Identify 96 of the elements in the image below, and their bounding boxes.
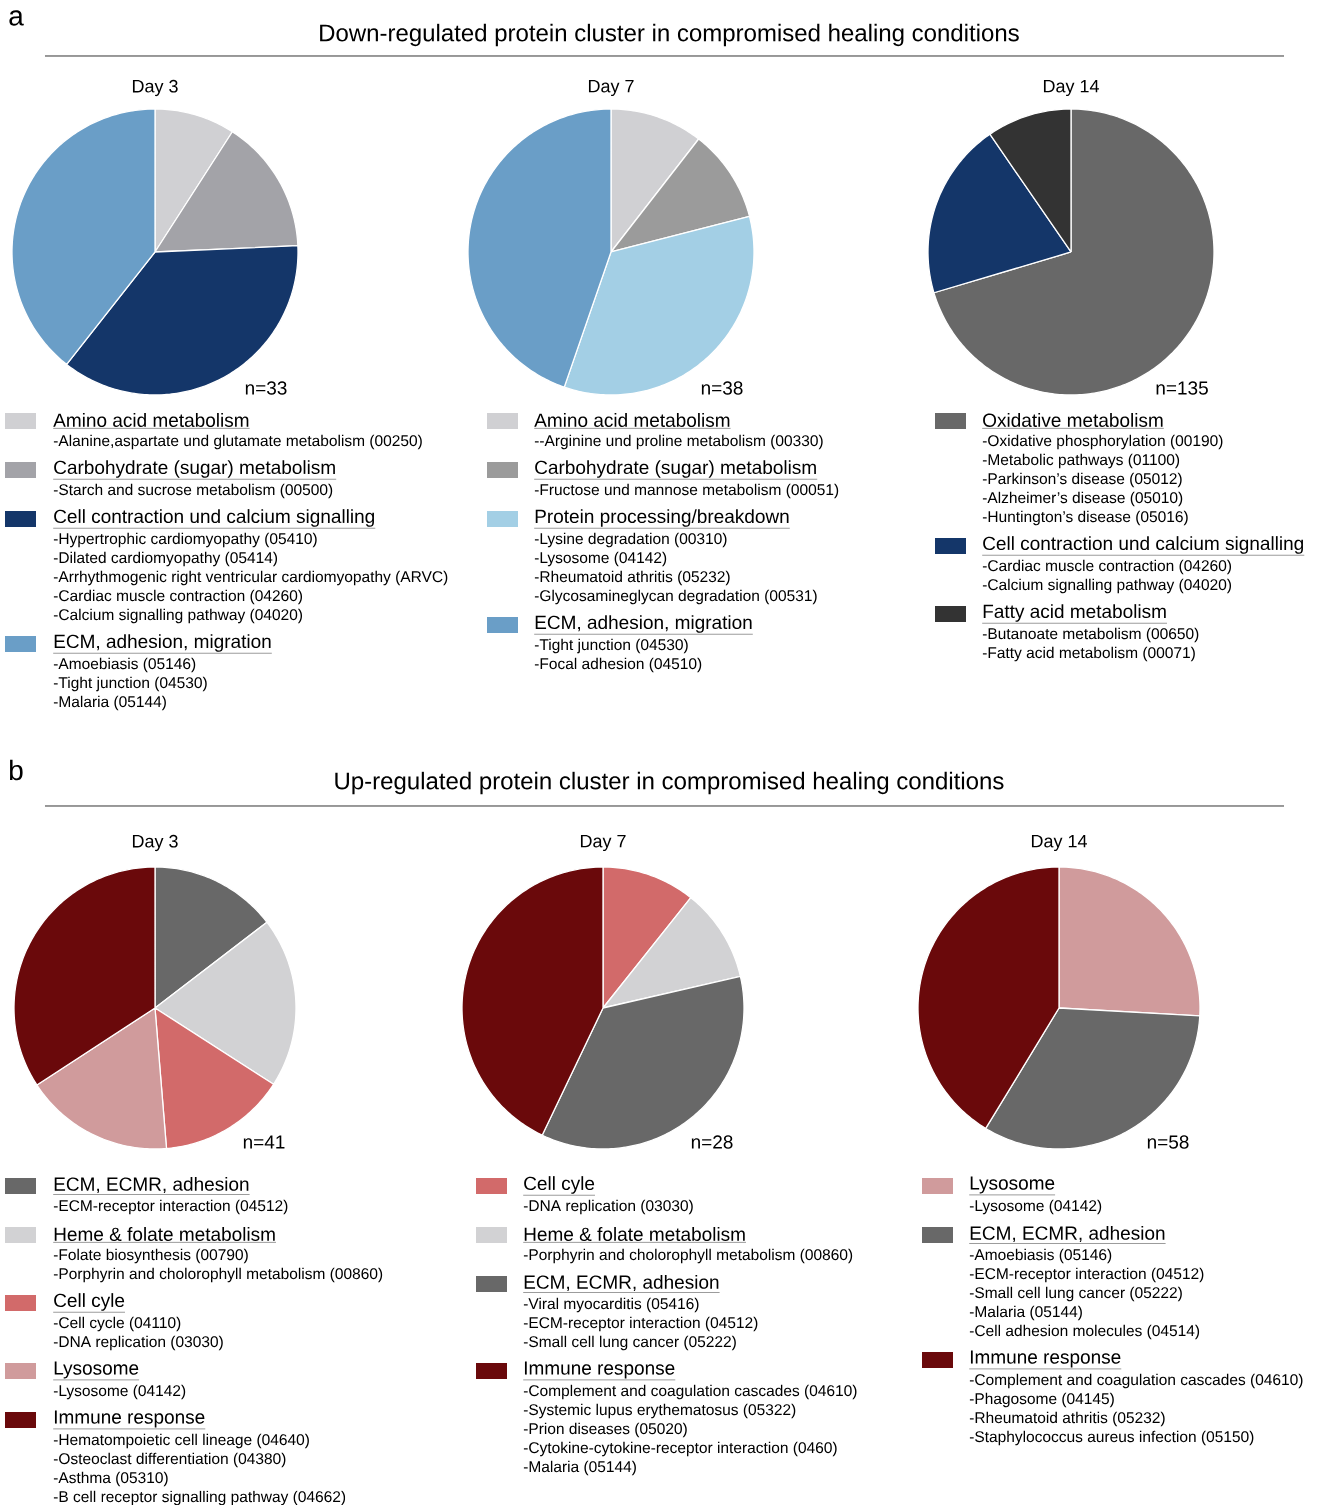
text: -Rheumatoid athritis (05232) — [534, 570, 730, 586]
text: -Porphyrin and cholorophyll metabolism (00860) — [53, 1267, 383, 1283]
text: -Hematompoietic cell lineage (04640) — [53, 1433, 309, 1449]
text: -DNA replication (03030) — [53, 1335, 223, 1351]
text: -Alanine,aspartate und glutamate metabolism (00250) — [53, 434, 422, 450]
chart-title: Day 14 — [1043, 79, 1099, 97]
text: -Cell cycle (04110) — [53, 1316, 181, 1332]
text: -Prion diseases (05020) — [523, 1422, 687, 1438]
text: Down-regulated protein cluster in compromised healing conditions — [320, 23, 1019, 47]
legend-label: Immune response — [524, 1361, 675, 1379]
legend-label: Immune response — [970, 1350, 1121, 1368]
text: -Metabolic pathways (01100) — [982, 453, 1180, 469]
legend-label: Lysosome — [54, 1361, 139, 1379]
text: -Fatty acid metabolism (00071) — [982, 646, 1195, 662]
text: -DNA replication (03030) — [523, 1199, 693, 1215]
legend-label: ECM, adhesion, migration — [535, 615, 752, 633]
text: -Dilated cardiomyopathy (05414) — [53, 551, 278, 567]
text: -Arrhythmogenic right ventricular cardiomyopathy (ARVC) — [53, 570, 448, 586]
chart-title: Day 7 — [580, 834, 626, 852]
legend-label: Oxidative metabolism — [983, 413, 1163, 427]
text: -Complement and coagulation cascades (04610) — [523, 1384, 857, 1400]
text: -Calcium signalling pathway (04020) — [982, 578, 1232, 594]
text: -Amoebiasis (05146) — [969, 1248, 1112, 1264]
text: -Malaria (05144) — [523, 1460, 636, 1476]
text: -Staphylococcus aureus infection (05150) — [969, 1430, 1254, 1446]
legend-label: Amino acid metabolism — [534, 413, 730, 427]
text: -Porphyrin and cholorophyll metabolism (00860) — [523, 1248, 853, 1264]
text: -Small cell lung cancer (05222) — [523, 1335, 736, 1351]
text: -Lysosome (04142) — [534, 551, 667, 567]
text: Up-regulated protein cluster in compromised healing conditions — [335, 771, 1004, 795]
text: --Arginine und proline metabolism (00330) — [534, 434, 823, 450]
legend-label: Heme & folate metabolism — [524, 1227, 745, 1241]
legend-label: Cell cyle — [54, 1293, 125, 1311]
legend-label: ECM, ECMR, adhesion — [54, 1176, 249, 1194]
chart-title: Day 7 — [588, 79, 634, 97]
legend-label: Heme & folate metabolism — [54, 1227, 275, 1241]
text: -Oxidative phosphorylation (00190) — [982, 434, 1223, 450]
text: n=38 — [701, 381, 743, 395]
legend-label: Immune response — [54, 1410, 205, 1428]
text: -Calcium signalling pathway (04020) — [53, 608, 303, 624]
text: a — [9, 10, 24, 26]
legend-label: ECM, adhesion, migration — [54, 634, 271, 652]
chart-title: Day 3 — [132, 834, 178, 852]
text: -Fructose und mannose metabolism (00051) — [534, 483, 839, 499]
text: -Lysosome (04142) — [969, 1199, 1102, 1215]
text: -Lysine degradation (00310) — [534, 532, 727, 548]
text: -Cytokine-cytokine-receptor interaction (0460) — [523, 1441, 837, 1457]
text: n=135 — [1156, 381, 1208, 395]
text: -Phagosome (04145) — [969, 1392, 1114, 1408]
legend-label: Protein processing/breakdown — [535, 509, 789, 527]
legend-label: ECM, ECMR, adhesion — [524, 1274, 719, 1292]
text: b — [10, 759, 23, 781]
text: -Cardiac muscle contraction (04260) — [53, 589, 303, 605]
text: -ECM-receptor interaction (04512) — [523, 1316, 758, 1332]
text: -Amoebiasis (05146) — [53, 657, 196, 673]
text: -Alzheimer’s disease (05010) — [982, 491, 1183, 507]
text: -ECM-receptor interaction (04512) — [969, 1267, 1204, 1283]
text: -Folate biosynthesis (00790) — [53, 1248, 248, 1264]
text: -Malaria (05144) — [53, 695, 166, 711]
text: -Glycosamineglycan degradation (00531) — [534, 589, 817, 605]
legend-label: Cell contraction und calcium signalling — [54, 509, 374, 527]
legend-label: ECM, ECMR, adhesion — [970, 1225, 1165, 1243]
text: -Hypertrophic cardiomyopathy (05410) — [53, 532, 317, 548]
text: -Asthma (05310) — [53, 1471, 168, 1487]
text: -Rheumatoid athritis (05232) — [969, 1411, 1165, 1427]
text: -Parkinson’s disease (05012) — [982, 472, 1182, 488]
text: -Butanoate metabolism (00650) — [982, 627, 1199, 643]
legend-label: Carbohydrate (sugar) metabolism — [54, 460, 335, 478]
text: n=33 — [245, 381, 287, 395]
legend-label: Fatty acid metabolism — [983, 604, 1166, 622]
text: -Systemic lupus erythematosus (05322) — [523, 1403, 796, 1419]
text: -Cardiac muscle contraction (04260) — [982, 559, 1232, 575]
chart-title: Day 3 — [132, 79, 178, 97]
text: -Viral myocarditis (05416) — [523, 1297, 699, 1313]
text: -Starch and sucrose metabolism (00500) — [53, 483, 333, 499]
legend-label: Lysosome — [970, 1176, 1055, 1194]
text: -Complement and coagulation cascades (04610) — [969, 1373, 1303, 1389]
text: -Small cell lung cancer (05222) — [969, 1286, 1182, 1302]
legend-label: Amino acid metabolism — [53, 413, 249, 427]
legend-label: Cell contraction und calcium signalling — [983, 536, 1303, 554]
text: -Tight junction (04530) — [53, 676, 207, 692]
chart-title: Day 14 — [1031, 834, 1087, 852]
text: -Malaria (05144) — [969, 1305, 1082, 1321]
text: -ECM-receptor interaction (04512) — [53, 1199, 288, 1215]
legend-label: Carbohydrate (sugar) metabolism — [535, 460, 816, 478]
text: n=28 — [691, 1135, 733, 1149]
text: -Osteoclast differentiation (04380) — [53, 1452, 286, 1468]
text: -Focal adhesion (04510) — [534, 657, 702, 673]
text: n=58 — [1147, 1135, 1189, 1149]
text: -Huntington’s disease (05016) — [982, 510, 1188, 526]
text: -Tight junction (04530) — [534, 638, 688, 654]
legend-label: Cell cyle — [524, 1176, 595, 1194]
text: -B cell receptor signalling pathway (04662) — [53, 1490, 346, 1505]
text: -Cell adhesion molecules (04514) — [969, 1324, 1200, 1340]
text: n=41 — [243, 1135, 285, 1149]
text: -Lysosome (04142) — [53, 1384, 186, 1400]
